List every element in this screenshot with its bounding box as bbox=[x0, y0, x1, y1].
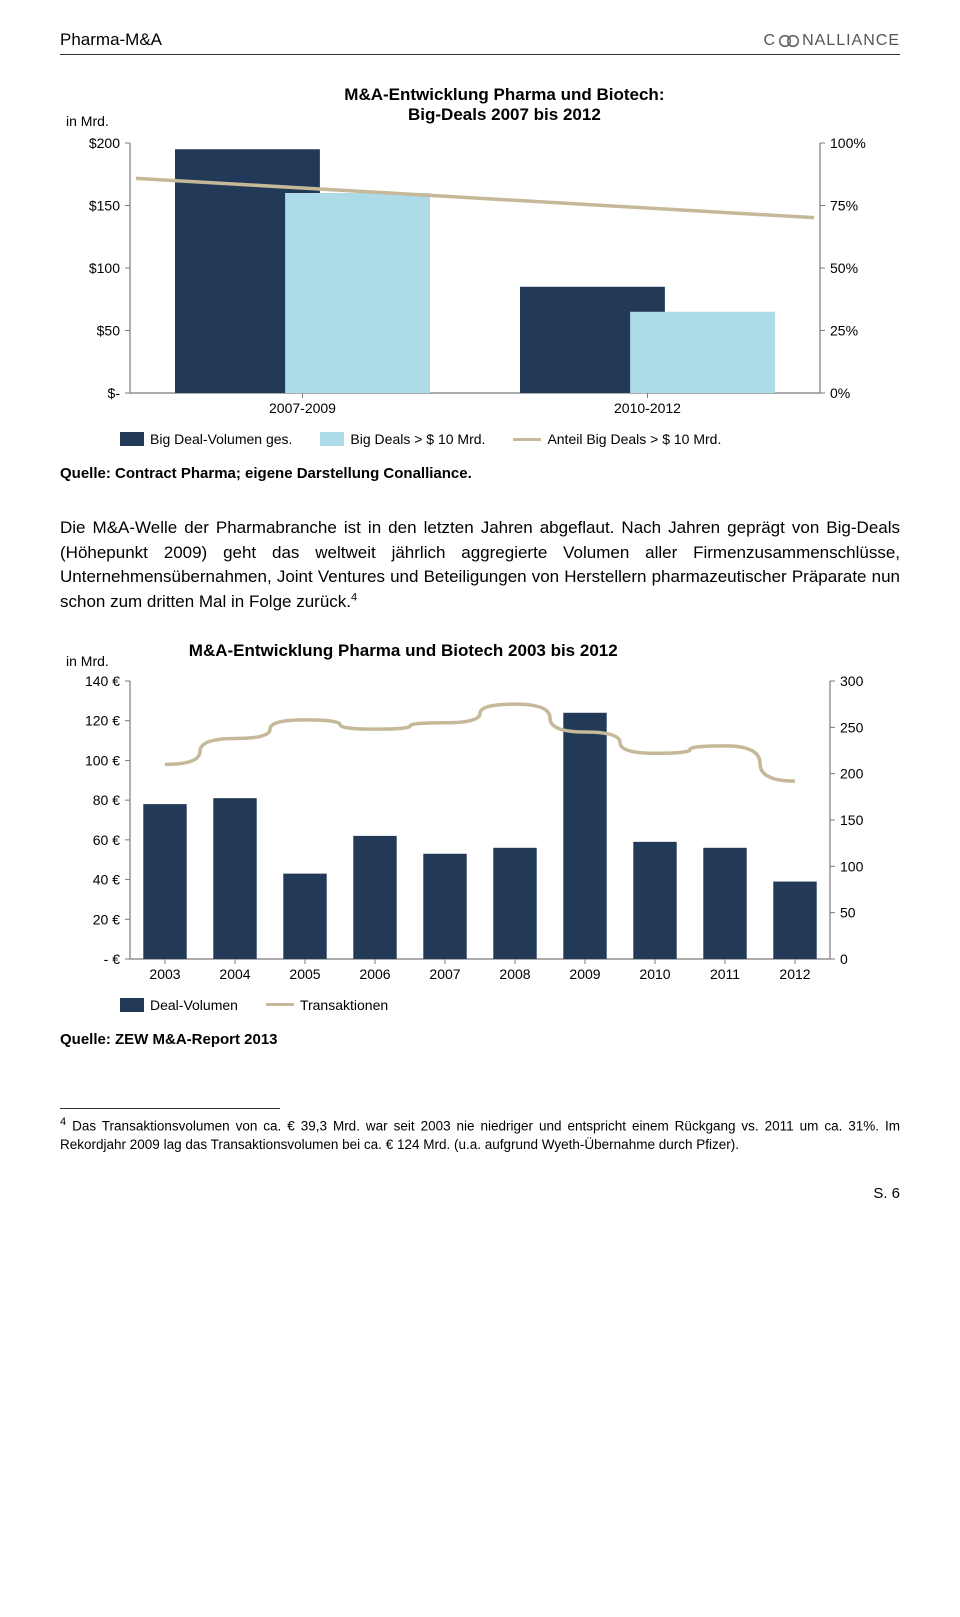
legend-line bbox=[513, 438, 541, 441]
svg-text:2011: 2011 bbox=[710, 966, 740, 982]
legend-line bbox=[266, 1003, 294, 1006]
chart1-unit: in Mrd. bbox=[66, 113, 109, 129]
chart2-block: in Mrd. M&A-Entwicklung Pharma und Biote… bbox=[60, 641, 900, 1013]
svg-text:2004: 2004 bbox=[219, 966, 250, 982]
svg-text:2006: 2006 bbox=[359, 966, 390, 982]
legend-item: Anteil Big Deals > $ 10 Mrd. bbox=[513, 431, 721, 447]
svg-text:200: 200 bbox=[840, 765, 864, 781]
legend-item: Big Deal-Volumen ges. bbox=[120, 431, 292, 447]
svg-text:150: 150 bbox=[840, 812, 864, 828]
svg-text:2007-2009: 2007-2009 bbox=[269, 400, 336, 416]
svg-text:2010: 2010 bbox=[639, 966, 670, 982]
chart1-block: in Mrd. M&A-Entwicklung Pharma und Biote… bbox=[60, 85, 900, 447]
chart1-title: M&A-Entwicklung Pharma und Biotech: Big-… bbox=[109, 85, 900, 125]
svg-text:2007: 2007 bbox=[429, 966, 460, 982]
svg-text:2010-2012: 2010-2012 bbox=[614, 400, 681, 416]
svg-text:25%: 25% bbox=[830, 323, 858, 339]
svg-text:50: 50 bbox=[840, 904, 856, 920]
legend-item: Deal-Volumen bbox=[120, 997, 238, 1013]
footnote-ref: 4 bbox=[351, 591, 357, 603]
svg-text:2003: 2003 bbox=[149, 966, 180, 982]
chart2-unit: in Mrd. bbox=[66, 653, 109, 669]
legend-label: Deal-Volumen bbox=[150, 997, 238, 1013]
svg-text:$200: $200 bbox=[89, 135, 120, 151]
legend-label: Transaktionen bbox=[300, 997, 388, 1013]
svg-text:100 €: 100 € bbox=[85, 752, 120, 768]
svg-text:75%: 75% bbox=[830, 198, 858, 214]
legend-item: Big Deals > $ 10 Mrd. bbox=[320, 431, 485, 447]
svg-text:2005: 2005 bbox=[289, 966, 320, 982]
chart2-legend: Deal-Volumen Transaktionen bbox=[120, 997, 900, 1013]
svg-text:80 €: 80 € bbox=[93, 792, 120, 808]
page-header: Pharma-M&A C NALLIANCE bbox=[60, 30, 900, 55]
legend-swatch bbox=[120, 432, 144, 446]
svg-text:20 €: 20 € bbox=[93, 911, 120, 927]
logo-rings-icon bbox=[778, 34, 800, 48]
body-paragraph: Die M&A-Welle der Pharmabranche ist in d… bbox=[60, 516, 900, 615]
svg-text:100: 100 bbox=[840, 858, 864, 874]
svg-text:0: 0 bbox=[840, 951, 848, 967]
svg-text:140 €: 140 € bbox=[85, 673, 120, 689]
svg-text:40 €: 40 € bbox=[93, 871, 120, 887]
svg-text:2012: 2012 bbox=[779, 966, 810, 982]
legend-label: Anteil Big Deals > $ 10 Mrd. bbox=[547, 431, 721, 447]
logo-text-before: C bbox=[764, 32, 777, 50]
svg-text:120 €: 120 € bbox=[85, 712, 120, 728]
svg-text:300: 300 bbox=[840, 673, 864, 689]
svg-text:60 €: 60 € bbox=[93, 831, 120, 847]
svg-text:2008: 2008 bbox=[499, 966, 530, 982]
svg-text:$50: $50 bbox=[97, 323, 121, 339]
svg-text:$-: $- bbox=[108, 385, 121, 401]
chart2-source: Quelle: ZEW M&A-Report 2013 bbox=[60, 1031, 900, 1048]
svg-text:100%: 100% bbox=[830, 135, 866, 151]
svg-text:$100: $100 bbox=[89, 260, 120, 276]
footnote-separator bbox=[60, 1108, 280, 1109]
footnote: 4 Das Transaktionsvolumen von ca. € 39,3… bbox=[60, 1115, 900, 1155]
logo-text-after: NALLIANCE bbox=[802, 32, 900, 50]
logo: C NALLIANCE bbox=[764, 32, 900, 50]
chart1-svg: $200 $150 $100 $50 $- 100% 75% 50% 25% 0% 2007-200… bbox=[60, 133, 890, 423]
svg-text:0%: 0% bbox=[830, 385, 850, 401]
legend-label: Big Deal-Volumen ges. bbox=[150, 431, 292, 447]
svg-text:50%: 50% bbox=[830, 260, 858, 276]
chart1-legend: Big Deal-Volumen ges. Big Deals > $ 10 M… bbox=[120, 431, 900, 447]
chart2-title: M&A-Entwicklung Pharma und Biotech 2003 … bbox=[189, 641, 900, 661]
legend-label: Big Deals > $ 10 Mrd. bbox=[350, 431, 485, 447]
legend-item: Transaktionen bbox=[266, 997, 388, 1013]
legend-swatch bbox=[320, 432, 344, 446]
chart1-source: Quelle: Contract Pharma; eigene Darstell… bbox=[60, 465, 900, 482]
header-title: Pharma-M&A bbox=[60, 30, 162, 50]
svg-text:$150: $150 bbox=[89, 198, 120, 214]
svg-text:250: 250 bbox=[840, 719, 864, 735]
svg-text:- €: - € bbox=[104, 951, 121, 967]
chart2-svg: 140 € 120 € 100 € 80 € 60 € 40 € 20 € - € 300 250… bbox=[60, 669, 890, 989]
legend-swatch bbox=[120, 998, 144, 1012]
page-number: S. 6 bbox=[60, 1185, 900, 1202]
svg-text:2009: 2009 bbox=[569, 966, 600, 982]
